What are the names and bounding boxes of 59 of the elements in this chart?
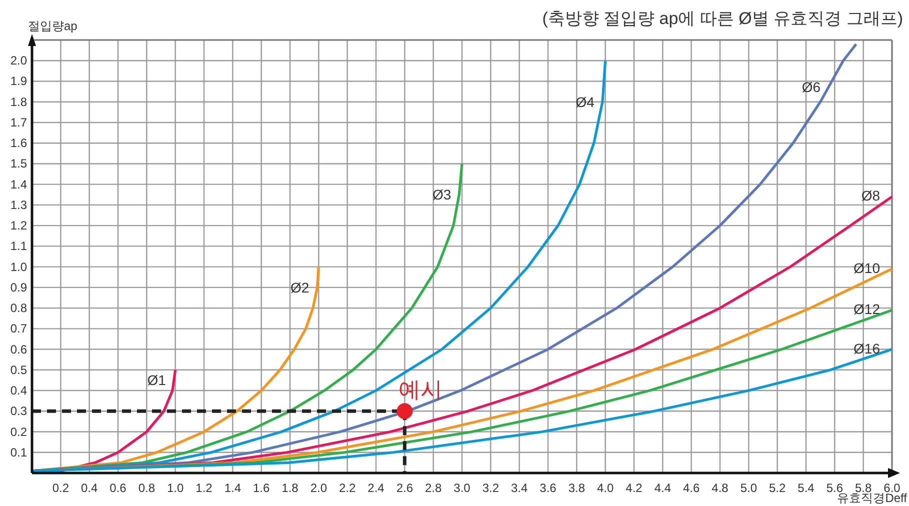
y-tick-label: 1.3 (10, 198, 28, 212)
x-tick-label: 2.4 (368, 481, 385, 495)
x-tick-label: 0.4 (80, 481, 98, 495)
x-tick-label: 3.2 (482, 481, 500, 495)
y-tick-label: 0.8 (10, 301, 28, 316)
series-label: Ø4 (576, 94, 595, 110)
y-axis-title: 절입량ap (28, 19, 78, 33)
x-tick-label: 4.6 (682, 481, 700, 495)
x-tick-label: 3.6 (540, 481, 557, 495)
series-label: Ø16 (854, 340, 880, 356)
x-tick-label: 5.2 (768, 481, 786, 495)
series-label: Ø6 (802, 79, 821, 96)
x-tick-label: 5.4 (798, 481, 815, 495)
x-tick-label: 0.2 (52, 481, 70, 495)
x-tick-label: 1.0 (166, 481, 184, 495)
x-tick-label: 2.2 (338, 481, 356, 495)
x-tick-label: 2.8 (424, 481, 442, 495)
y-tick-label: 2.0 (10, 54, 28, 68)
y-tick-label: 1.2 (10, 218, 28, 233)
x-tick-label: 4.4 (654, 481, 672, 495)
y-tick-label: 0.4 (10, 384, 28, 398)
chart-title: (축방향 절입량 ap에 따른 Ø별 유효직경 그래프) (542, 9, 903, 28)
y-tick-label: 0.3 (10, 404, 28, 418)
y-tick-label: 0.2 (10, 424, 28, 439)
x-tick-label: 2.6 (396, 481, 414, 495)
x-tick-label: 1.8 (282, 481, 299, 495)
y-tick-label: 0.1 (10, 445, 28, 460)
series-label: Ø8 (861, 188, 880, 204)
series-label: Ø2 (290, 279, 310, 296)
series-label: Ø10 (854, 260, 880, 276)
y-tick-label: 1.5 (10, 156, 28, 171)
y-tick-label: 1.0 (10, 260, 28, 274)
y-tick-label: 0.6 (10, 342, 28, 356)
x-tick-label: 3.8 (568, 481, 586, 495)
y-tick-label: 0.9 (10, 280, 28, 294)
y-tick-label: 0.7 (10, 322, 28, 336)
x-tick-label: 5.0 (740, 481, 758, 495)
x-tick-label: 2.0 (310, 481, 328, 495)
y-tick-label: 1.1 (10, 239, 28, 254)
x-tick-label: 4.2 (626, 481, 643, 495)
series-label: Ø12 (854, 301, 880, 318)
x-tick-label: 1.4 (224, 481, 242, 495)
y-tick-label: 1.7 (10, 115, 28, 130)
y-tick-label: 0.5 (10, 362, 28, 377)
y-tick-label: 1.8 (10, 94, 28, 109)
y-tick-label: 1.4 (10, 177, 28, 192)
series-label: Ø3 (432, 186, 452, 203)
series-label: Ø1 (147, 372, 166, 388)
x-tick-label: 1.6 (252, 481, 270, 495)
x-tick-label: 3.0 (454, 481, 471, 495)
x-tick-label: 0.6 (110, 481, 127, 495)
x-tick-label: 4.8 (712, 481, 729, 495)
y-tick-label: 1.6 (10, 136, 28, 150)
x-tick-label: 4.0 (596, 481, 614, 495)
x-tick-label: 3.4 (510, 481, 528, 495)
x-tick-label: 0.8 (138, 481, 156, 495)
x-tick-label: 1.2 (196, 481, 213, 495)
y-tick-label: 1.9 (10, 74, 28, 88)
annotation: 예시 (398, 377, 443, 402)
